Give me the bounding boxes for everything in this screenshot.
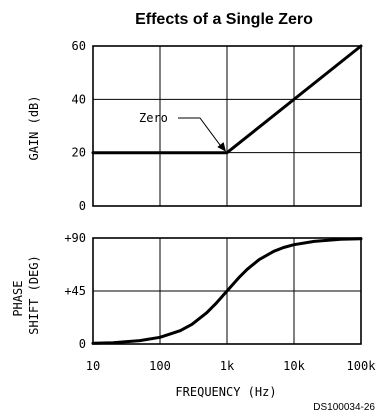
zero-label: Zero: [139, 111, 168, 125]
y-tick-label: 20: [72, 146, 86, 160]
gain-grid: [92, 45, 362, 207]
gain-series-line: [91, 44, 363, 155]
y-tick-label: 0: [79, 337, 86, 351]
x-tick-label: 1k: [220, 359, 235, 373]
phase-y-ticks: 0 +45 +90: [64, 231, 86, 351]
gain-y-axis-label: GAIN (dB): [27, 95, 41, 160]
phase-y-axis-label-line-2: SHIFT (DEG): [27, 255, 41, 334]
gain-panel: 0 20 40 60 GAIN (dB) Zero: [27, 39, 363, 213]
y-tick-label: 0: [79, 199, 86, 213]
phase-x-ticks: 10 100 1k 10k 100k: [86, 359, 376, 373]
x-tick-label: 100: [149, 359, 171, 373]
plot-frame: [92, 45, 362, 207]
phase-y-axis-label-line-1: PHASE: [11, 281, 25, 317]
y-tick-label: +45: [64, 284, 86, 298]
zero-arrow-head: [217, 142, 226, 152]
gain-y-ticks: 0 20 40 60: [72, 39, 86, 213]
zero-arrow-line: [178, 117, 223, 148]
y-tick-label: +90: [64, 231, 86, 245]
figure-code: DS100034-26: [313, 402, 375, 413]
phase-series-line: [91, 237, 363, 345]
zero-annotation: Zero: [139, 111, 226, 152]
x-tick-label: 10k: [283, 359, 305, 373]
phase-panel: 0 +45 +90 PHASE SHIFT (DEG) 10 100 1k 10k 100k…: [11, 231, 376, 399]
x-tick-label: 100k: [347, 359, 377, 373]
x-tick-label: 10: [86, 359, 100, 373]
x-axis-label: FREQUENCY (Hz): [175, 385, 276, 399]
y-tick-label: 60: [72, 39, 86, 53]
plot-frame: [92, 237, 362, 345]
phase-y-axis-label: PHASE SHIFT (DEG): [11, 255, 41, 334]
y-tick-label: 40: [72, 92, 86, 106]
chart-title: Effects of a Single Zero: [135, 11, 313, 28]
